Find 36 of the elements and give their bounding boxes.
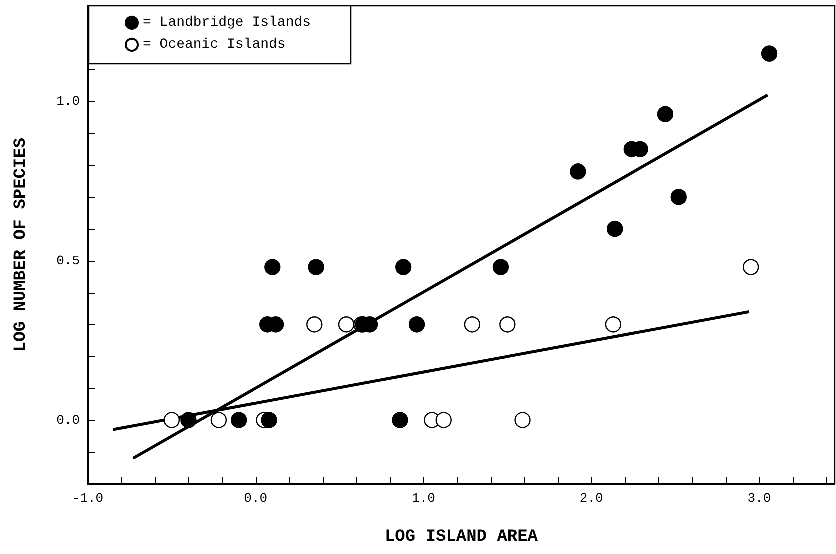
- point: [392, 412, 408, 428]
- x-tick-label: 2.0: [580, 491, 604, 506]
- y-tick-label: 1.0: [56, 94, 80, 110]
- point: [180, 412, 197, 428]
- point: [500, 316, 516, 333]
- point: [210, 412, 228, 428]
- point: [308, 259, 324, 276]
- point: [514, 412, 531, 428]
- legend-label: = Oceanic Islands: [143, 37, 286, 53]
- point: [570, 164, 586, 180]
- x-tick-label: 0.0: [244, 491, 268, 506]
- point: [264, 259, 281, 276]
- point: [605, 316, 622, 333]
- point: [761, 46, 778, 62]
- point: [261, 412, 278, 428]
- point: [408, 316, 426, 333]
- point: [164, 412, 180, 428]
- point: [396, 259, 412, 276]
- x-tick-label: 3.0: [748, 491, 772, 506]
- point: [492, 259, 510, 276]
- point: [607, 220, 624, 238]
- point: [657, 106, 674, 122]
- point: [464, 316, 481, 333]
- y-axis-title: LOG NUMBER OF SPECIES: [12, 138, 31, 352]
- x-tick-label: 1.0: [412, 491, 436, 506]
- x-tick-label: -1.0: [72, 491, 104, 506]
- point: [230, 412, 248, 428]
- y-tick-label: 0.0: [56, 412, 80, 428]
- point: [742, 259, 760, 276]
- point: [306, 316, 323, 333]
- y-tick-label: 0.5: [56, 253, 80, 268]
- point: [338, 316, 355, 333]
- point: [436, 412, 452, 428]
- point: [670, 189, 687, 206]
- x-axis-title: LOG ISLAND AREA: [384, 528, 539, 547]
- legend-label: = Landbridge Islands: [143, 15, 312, 31]
